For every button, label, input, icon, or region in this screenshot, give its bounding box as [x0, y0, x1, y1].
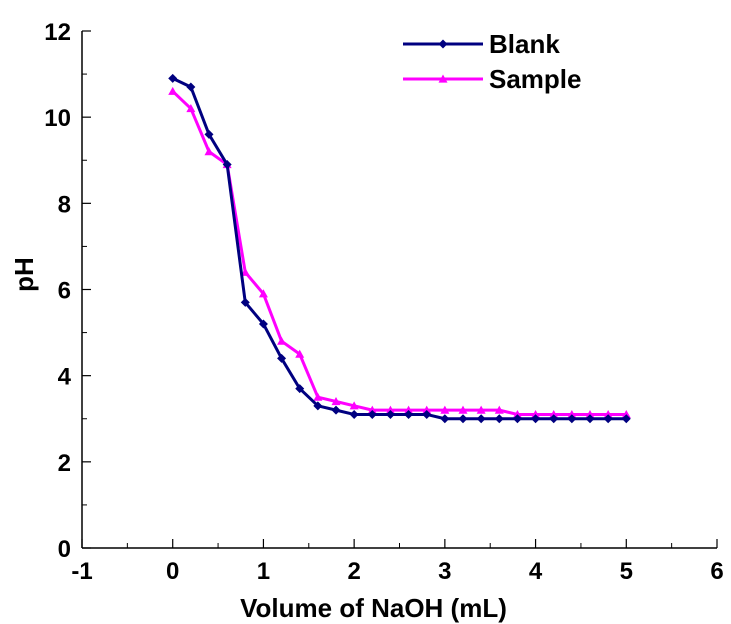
blank-point — [240, 297, 250, 307]
sample-point — [567, 409, 577, 419]
y-tick-label: 2 — [58, 450, 71, 477]
series-layer — [168, 73, 631, 424]
sample-point — [549, 409, 559, 419]
x-tick-label: 4 — [529, 558, 543, 585]
sample-point — [313, 392, 323, 401]
sample-point — [258, 289, 268, 298]
y-axis-title: pH — [9, 257, 39, 292]
blank-point — [258, 319, 268, 329]
blank-point — [531, 414, 541, 424]
blank-point — [168, 73, 178, 83]
sample-point — [512, 409, 522, 419]
blank-point — [404, 409, 414, 419]
blank-point — [204, 129, 214, 139]
x-axis-title: Volume of NaOH (mL) — [240, 593, 507, 623]
blank-point — [277, 353, 287, 363]
sample-point — [367, 405, 377, 414]
y-tick-label: 6 — [58, 278, 71, 305]
sample-point — [621, 409, 631, 419]
blank-point — [476, 414, 486, 424]
axes — [81, 31, 717, 549]
sample-point — [385, 405, 395, 414]
blank-point — [349, 409, 359, 419]
blank-point — [585, 414, 595, 424]
legend-label-sample: Sample — [489, 64, 582, 94]
blank-point — [385, 409, 395, 419]
x-tick-label: 1 — [257, 558, 270, 585]
sample-point — [277, 336, 287, 345]
legend-label-blank: Blank — [489, 29, 560, 59]
sample-point — [458, 405, 468, 414]
sample-point — [404, 405, 414, 414]
x-tick-label: 2 — [347, 558, 360, 585]
blank-point — [186, 82, 196, 92]
blank-point — [295, 384, 305, 394]
sample-point — [331, 397, 341, 406]
sample-point — [295, 349, 305, 358]
sample-point — [585, 409, 595, 419]
sample-point — [494, 405, 504, 414]
x-tick-label: 5 — [620, 558, 633, 585]
legend-item-blank: Blank — [403, 29, 560, 59]
sample-point — [168, 86, 178, 95]
x-tick-label: 0 — [166, 558, 179, 585]
blank-point — [549, 414, 559, 424]
blank-point — [603, 414, 613, 424]
blank-point — [567, 414, 577, 424]
blank-point — [494, 414, 504, 424]
blank-point — [313, 401, 323, 411]
y-tick-label: 12 — [44, 19, 71, 46]
blank-point — [458, 414, 468, 424]
blank-point — [440, 414, 450, 424]
x-tick-label: 6 — [710, 558, 723, 585]
sample-point — [204, 147, 214, 156]
y-tick-label: 10 — [44, 105, 71, 132]
sample-point — [186, 104, 196, 113]
blank-point — [331, 405, 341, 415]
x-tick-label: -1 — [71, 558, 92, 585]
x-tick-label: 3 — [438, 558, 451, 585]
sample-line — [171, 90, 627, 416]
legend-marker-blank — [438, 39, 448, 49]
y-tick-label: 4 — [58, 364, 72, 391]
blank-point — [367, 409, 377, 419]
series-blank — [168, 73, 631, 424]
blank-point — [222, 160, 232, 170]
sample-point — [531, 409, 541, 419]
sample-point — [349, 401, 359, 410]
y-tick-label: 0 — [58, 536, 71, 563]
series-sample — [168, 86, 631, 419]
legend: Blank Sample — [403, 29, 582, 94]
blank-point — [512, 414, 522, 424]
tick-marks — [81, 30, 718, 549]
sample-point — [440, 405, 450, 414]
sample-point — [603, 409, 613, 419]
blank-point — [422, 409, 432, 419]
sample-point — [476, 405, 486, 414]
legend-item-sample: Sample — [403, 64, 582, 94]
y-tick-label: 8 — [58, 191, 71, 218]
sample-point — [422, 405, 432, 414]
legend-marker-sample — [438, 74, 448, 83]
blank-point — [621, 414, 631, 424]
